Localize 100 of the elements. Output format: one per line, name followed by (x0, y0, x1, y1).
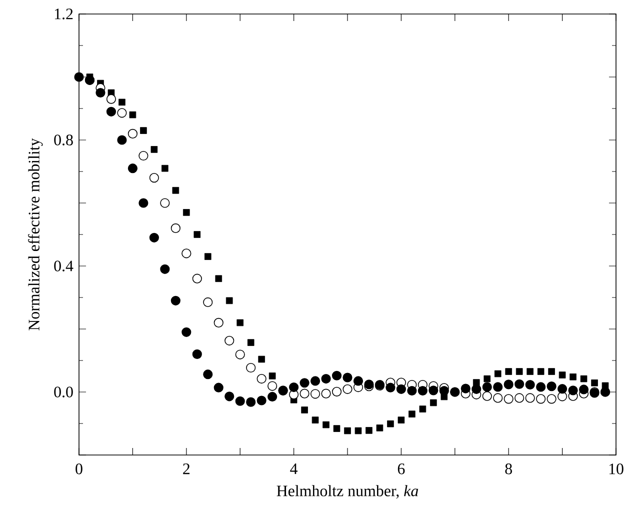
point (460, 384, 470, 394)
point (182, 327, 192, 337)
point (419, 406, 426, 412)
point (342, 372, 352, 382)
point (376, 424, 384, 432)
x-tick-label: 6 (398, 464, 405, 474)
point (129, 111, 136, 118)
point (396, 384, 406, 394)
point (162, 164, 168, 172)
point (96, 88, 106, 98)
point (268, 392, 278, 402)
point (203, 370, 213, 380)
point (516, 368, 523, 375)
point (118, 98, 126, 106)
point (546, 394, 556, 404)
point (301, 406, 308, 414)
point (214, 382, 224, 392)
point (407, 386, 417, 396)
point (494, 370, 502, 378)
point (170, 296, 180, 306)
y-axis-title: Normalized effective mobility (28, 138, 43, 330)
point (226, 297, 233, 304)
point (138, 198, 148, 208)
point (536, 382, 546, 392)
point (310, 376, 320, 386)
point (525, 393, 535, 403)
point (117, 135, 127, 145)
point (578, 384, 589, 394)
point (224, 336, 234, 346)
x-axis-title: Helmholtz number, ka (276, 485, 418, 499)
point (183, 209, 190, 216)
point (289, 382, 299, 392)
point (204, 253, 212, 260)
point (322, 421, 330, 428)
point (548, 368, 555, 375)
point (247, 339, 254, 346)
point (398, 416, 405, 424)
point (246, 362, 256, 373)
point (439, 386, 449, 396)
point (558, 372, 566, 378)
point (149, 173, 159, 183)
point (256, 374, 266, 384)
x-tick-label: 0 (76, 464, 82, 474)
y-tick-label: 0.4 (54, 260, 74, 272)
point (537, 368, 544, 375)
point (354, 427, 362, 434)
point (192, 349, 202, 359)
x-tick-label: 4 (290, 464, 298, 474)
point (300, 388, 310, 398)
point (505, 368, 512, 375)
point (526, 368, 534, 375)
x-tick-label: 8 (505, 464, 512, 474)
point (268, 372, 276, 380)
point (106, 106, 116, 116)
point (386, 382, 396, 392)
point (504, 380, 514, 390)
point (536, 394, 546, 404)
point (332, 386, 342, 396)
point (430, 399, 437, 406)
point (387, 420, 394, 428)
point (332, 370, 342, 380)
point (558, 384, 568, 394)
point (300, 378, 310, 388)
x-tick-label: 2 (183, 464, 190, 474)
point (366, 427, 372, 434)
point (192, 274, 202, 284)
point (106, 94, 116, 104)
point (321, 388, 331, 398)
point (256, 396, 266, 406)
point (353, 376, 364, 386)
point (525, 380, 535, 390)
point (258, 356, 265, 363)
point (235, 350, 245, 360)
point (342, 384, 352, 394)
point (235, 396, 245, 406)
point (546, 382, 556, 392)
point (312, 416, 319, 424)
point (514, 379, 524, 389)
point (344, 427, 351, 434)
point (172, 187, 180, 194)
point (170, 223, 180, 233)
point (591, 379, 598, 386)
point (570, 373, 576, 380)
point (214, 318, 224, 328)
point (484, 375, 491, 382)
point (504, 394, 514, 404)
x-tick-label: 10 (609, 464, 624, 474)
y-tick-label: 0.8 (54, 134, 73, 146)
point (568, 386, 578, 396)
point (128, 164, 138, 174)
point (428, 386, 438, 396)
point (224, 392, 234, 402)
point (140, 127, 147, 134)
point (194, 231, 201, 238)
point (160, 198, 170, 208)
y-tick-label: 1.2 (54, 8, 73, 20)
point (333, 425, 340, 432)
point (493, 382, 503, 392)
point (236, 319, 244, 326)
y-tick-label: 0.0 (54, 386, 73, 398)
